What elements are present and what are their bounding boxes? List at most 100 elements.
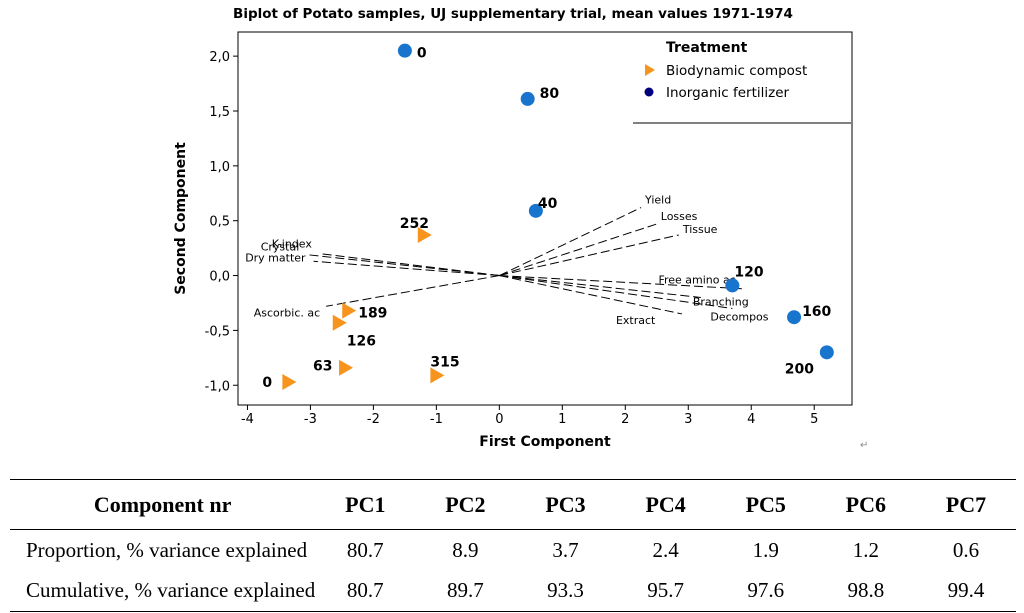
table-cell: 80.7	[346, 537, 384, 562]
data-point-label: 315	[430, 354, 459, 370]
loading-vector-tissue	[499, 234, 679, 277]
data-point-label: 0	[262, 375, 272, 391]
variance-table: Component nr PC1 PC2 PC3 PC4 PC5 PC6 PC7…	[10, 479, 1016, 612]
loading-label: K-index	[272, 238, 313, 251]
header-pc1: PC1	[345, 491, 386, 517]
table-header-row: Component nr PC1 PC2 PC3 PC4 PC5 PC6 PC7	[10, 479, 1016, 530]
data-point-label: 160	[802, 304, 831, 320]
loading-vector-dry-matter	[313, 260, 500, 277]
x-tick-label: 1	[558, 412, 566, 427]
loading-vector-decompos	[499, 275, 733, 309]
data-point-inorganic	[528, 203, 543, 218]
loading-vector-branching	[499, 275, 701, 298]
table-cell: 0.6	[952, 537, 980, 562]
loading-label: Losses	[661, 210, 698, 223]
x-tick-label: 4	[747, 412, 755, 427]
y-tick-label: 1,0	[209, 160, 230, 175]
data-point-label: 126	[347, 334, 376, 350]
chart-title: Biplot of Potato samples, UJ supplementa…	[233, 6, 793, 22]
y-tick-label: -0,5	[205, 324, 230, 339]
table-cell: 98.8	[847, 578, 885, 603]
x-tick-label: 3	[684, 412, 692, 427]
table-row-cumulative: Cumulative, % variance explained 80.7 89…	[10, 571, 1016, 612]
y-tick-label: 0,0	[209, 270, 230, 285]
data-point-inorganic	[819, 345, 834, 360]
data-point-label: 200	[785, 361, 814, 377]
legend-title: Treatment	[666, 40, 748, 56]
data-point-inorganic	[397, 43, 412, 58]
x-tick-label: -1	[430, 412, 443, 427]
table-cell: 3.7	[552, 537, 579, 562]
header-pc7: PC7	[945, 491, 987, 517]
y-tick-label: 1,5	[209, 105, 230, 120]
y-tick-label: -1,0	[205, 379, 230, 394]
row-label-proportion: Proportion, % variance explained	[26, 537, 308, 562]
loading-vector-ascorbic-ac	[326, 275, 500, 307]
data-point-label: 40	[538, 196, 558, 212]
header-component-nr: Component nr	[93, 491, 232, 517]
x-tick-label: 2	[621, 412, 629, 427]
table-cell: 95.7	[647, 578, 684, 603]
data-point-biodynamic	[332, 314, 347, 331]
y-tick-label: 0,5	[209, 215, 230, 230]
loading-vector-extract	[499, 275, 683, 315]
data-point-biodynamic	[430, 367, 445, 384]
y-tick-label: 2,0	[209, 50, 230, 65]
table-cell: 93.3	[547, 578, 584, 603]
data-point-biodynamic	[417, 226, 432, 243]
loading-label: Yield	[644, 194, 671, 207]
legend-marker-circle-icon	[644, 87, 654, 97]
legend-box	[633, 33, 851, 123]
table-row-proportion: Proportion, % variance explained 80.7 8.…	[10, 530, 1016, 571]
header-pc2: PC2	[445, 491, 486, 517]
data-point-biodynamic	[339, 359, 354, 376]
loading-vector-crystal	[307, 254, 500, 277]
loading-label: Extract	[616, 314, 656, 327]
header-pc6: PC6	[845, 491, 886, 517]
data-point-inorganic	[787, 310, 802, 325]
data-point-inorganic	[520, 91, 535, 106]
loading-vector-free-amino-ac	[499, 275, 742, 290]
loading-label: Free amino ac	[658, 274, 735, 287]
data-point-biodynamic	[342, 302, 357, 319]
biplot-chart: Biplot of Potato samples, UJ supplementa…	[173, 6, 868, 451]
table-cell: 97.6	[747, 578, 785, 603]
table-cell: 1.2	[852, 537, 879, 562]
data-point-label: 252	[400, 216, 429, 232]
loading-label: Crystal	[261, 241, 300, 254]
row-label-cumulative: Cumulative, % variance explained	[26, 578, 316, 603]
loading-label: Ascorbic. ac	[254, 306, 320, 319]
data-point-inorganic	[725, 278, 740, 293]
x-axis-label: First Component	[479, 434, 611, 450]
legend-marker-triangle-icon	[645, 64, 655, 76]
loading-label: Decompos	[710, 310, 768, 323]
loading-label: Tissue	[682, 223, 718, 236]
data-point-label: 63	[313, 359, 332, 375]
x-tick-label: -4	[241, 412, 254, 427]
legend-label: Inorganic fertilizer	[666, 85, 790, 101]
x-tick-label: 0	[495, 412, 503, 427]
data-point-biodynamic	[282, 373, 297, 390]
table-cell: 1.9	[752, 537, 779, 562]
table-cell: 99.4	[947, 578, 985, 603]
x-tick-label: -2	[367, 412, 380, 427]
x-tick-label: 5	[810, 412, 818, 427]
data-point-label: 0	[417, 46, 427, 62]
plot-frame	[237, 31, 853, 406]
loading-vector-yield	[499, 207, 642, 276]
legend-label: Biodynamic compost	[666, 63, 807, 79]
table-cell: 80.7	[346, 578, 384, 603]
data-point-label: 120	[734, 264, 763, 280]
loading-label: Dry matter	[245, 251, 306, 264]
biplot-svg: Biplot of Potato samples, UJ supplementa…	[173, 6, 853, 450]
table-cell: 2.4	[652, 537, 679, 562]
y-axis-label: Second Component	[173, 142, 189, 295]
header-pc4: PC4	[645, 491, 686, 517]
x-tick-label: -3	[304, 412, 317, 427]
table-cell: 89.7	[447, 578, 484, 603]
loading-vector-losses	[499, 223, 657, 277]
data-point-label: 189	[358, 306, 387, 322]
header-pc3: PC3	[545, 491, 586, 517]
table-cell: 8.9	[452, 537, 479, 562]
header-pc5: PC5	[745, 491, 786, 517]
